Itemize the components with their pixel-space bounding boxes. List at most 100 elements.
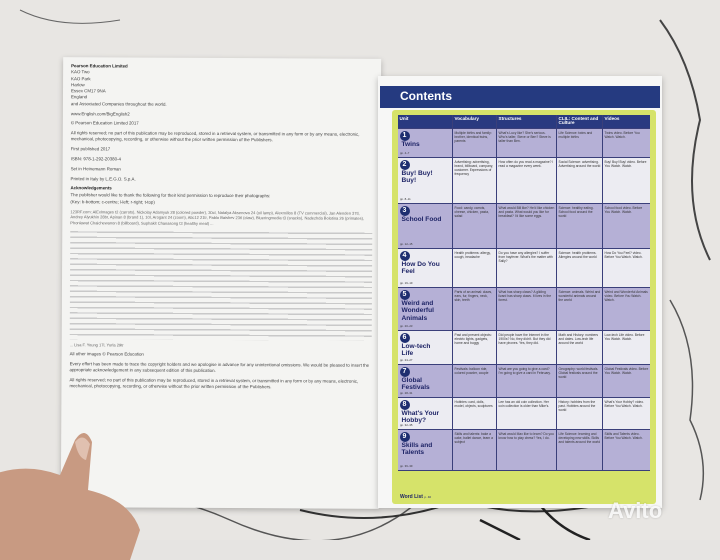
- videos-cell: Buy! Buy! Buy! video. Before You Watch. …: [604, 159, 647, 168]
- videos-cell: Low-tech Life video. Before You Watch. W…: [604, 332, 645, 341]
- structures-cell: What's Lucy like? She's serious. Who's t…: [497, 129, 557, 157]
- vocabulary-cell: Health problems: allergy, cough, headach…: [453, 249, 497, 287]
- word-list-label: Word List: [400, 494, 423, 500]
- photo-credits-end: ... Lisa F. Young 17l, Yurla 29tr: [69, 342, 124, 348]
- unit-row: 7Global Festivals pp. 28–31 Festivals: b…: [398, 365, 650, 398]
- column-header: Unit: [398, 115, 453, 128]
- unit-row: 4How Do You Feel pp. 16–19 Health proble…: [398, 249, 650, 288]
- videos-cell: School food video. Before You Watch. Wat…: [604, 205, 643, 214]
- videos-cell: How Do You Feel? video. Before You Watch…: [604, 250, 643, 259]
- clil-cell: Science: animals. Weird and wonderful an…: [557, 288, 603, 330]
- unit-number: 1: [399, 130, 410, 141]
- structures-cell: What would Bill like? He'd like chicken …: [497, 204, 557, 248]
- unit-name: What's Your Hobby?: [401, 409, 440, 425]
- vocabulary-cell: Multiple births and family: brother, ide…: [453, 129, 497, 157]
- set-in: Set in Heinemann Roman: [70, 166, 121, 172]
- unit-name: Buy! Buy! Buy!: [401, 169, 433, 185]
- unit-cell[interactable]: 4How Do You Feel pp. 16–19: [398, 249, 453, 287]
- unit-name: How Do You Feel: [401, 260, 440, 276]
- address-line: KAO Two: [71, 69, 90, 75]
- address-line: KAO Park: [71, 75, 91, 81]
- copyright: © Pearson Education Limited 2017: [70, 120, 139, 126]
- unit-cell[interactable]: 2Buy! Buy! Buy! pp. 8–11: [398, 158, 453, 203]
- structures-cell: What are you going to give a card? I'm g…: [497, 365, 557, 397]
- vocabulary-cell: Past and present objects: electric light…: [453, 331, 497, 364]
- unit-name: Weird and Wonderful Animals: [401, 299, 434, 322]
- videos-cell: Skills and Talents video. Before You Wat…: [604, 431, 643, 440]
- first-published: First published 2017: [70, 146, 111, 152]
- unit-pages: pp. 28–31: [400, 390, 413, 395]
- photo-credits: 123RF.com: AlExImages t2 (carrots), Nick…: [70, 209, 365, 226]
- unit-number: 6: [399, 332, 410, 343]
- column-header: Structures: [497, 115, 557, 128]
- table-header: Unit Vocabulary Structures CLIL: Content…: [398, 115, 650, 129]
- contents-header: Contents: [380, 86, 660, 108]
- unit-cell[interactable]: 5Weird and Wonderful Animals pp. 20–23: [398, 288, 453, 330]
- unit-cell[interactable]: 9Skills and Talents pp. 36–39: [398, 430, 453, 470]
- right-page-contents: Contents Unit Vocabulary Structures CLIL…: [378, 76, 662, 508]
- isbn: ISBN: 978-1-292-20380-4: [70, 156, 121, 162]
- clil-cell: Social Science: advertising. Advertising…: [557, 158, 603, 203]
- videos-cell: Global Festivals video. Before You Watch…: [604, 366, 649, 375]
- clil-cell: History: hobbies from the past. Hobbies …: [557, 398, 603, 429]
- column-header: CLIL: Content and Culture: [557, 115, 603, 128]
- unit-pages: pp. 12–15: [400, 241, 413, 246]
- unit-name: Skills and Talents: [401, 441, 433, 457]
- unit-pages: pp. 8–11: [400, 196, 411, 201]
- structures-cell: What would Max like to learn? Do you kno…: [497, 430, 557, 470]
- avito-watermark: Avito: [608, 498, 663, 523]
- vocabulary-cell: Skills and talents: bake a cake, ballet …: [453, 430, 497, 470]
- unit-name: School Food: [401, 215, 442, 223]
- unit-pages: pp. 24–27: [400, 357, 413, 362]
- vocabulary-cell: Parts of an animal: claws, ears, fur, fi…: [453, 288, 497, 330]
- videos-cell: Weird and Wonderful Animals video. Befor…: [604, 289, 648, 302]
- address-line: Essex CM17 9NA: [70, 88, 106, 94]
- unit-pages: pp. 16–19: [400, 280, 413, 285]
- clil-cell: Math and History: numbers and dates. Low…: [557, 331, 603, 364]
- unit-name: Global Festivals: [401, 376, 430, 392]
- unit-name: Low-tech Life: [401, 342, 431, 358]
- unit-row: 9Skills and Talents pp. 36–39 Skills and…: [398, 430, 650, 471]
- word-list-link[interactable]: Word List p. 40: [400, 494, 431, 500]
- unit-cell[interactable]: 1Twins pp. 4–7: [398, 129, 453, 157]
- publisher-name: Pearson Education Limited: [71, 63, 128, 69]
- every-effort-notice: Every effort has been made to trace the …: [69, 360, 370, 374]
- unit-cell[interactable]: 6Low-tech Life pp. 24–27: [398, 331, 453, 364]
- clil-cell: Life Science: learning and developing ne…: [557, 430, 603, 470]
- clil-cell: Science: health problems. Allergies arou…: [557, 249, 603, 287]
- unit-row: 1Twins pp. 4–7 Multiple births and famil…: [398, 129, 650, 158]
- unit-number: 4: [399, 250, 410, 261]
- unit-cell[interactable]: 7Global Festivals pp. 28–31: [398, 365, 453, 397]
- clil-cell: Geography: world festivals. Global festi…: [557, 365, 603, 397]
- structures-cell: How often do you read a magazine? I read…: [497, 158, 557, 203]
- videos-cell: Twins video. Before You Watch. Watch.: [604, 130, 640, 139]
- vocabulary-cell: Advertising: advertising, brand, billboa…: [453, 158, 497, 203]
- word-list-pages: p. 40: [424, 495, 432, 499]
- vocabulary-cell: Festivals: balloon ride, colored powder,…: [453, 365, 497, 397]
- hand: [0, 433, 140, 560]
- address-line: Harlow: [71, 82, 85, 88]
- rights-notice: All rights reserved; no part of this pub…: [70, 130, 360, 143]
- structures-cell: What has sharp claws? A gliding lizard h…: [497, 288, 557, 330]
- unit-cell[interactable]: 3School Food pp. 12–15: [398, 204, 453, 248]
- unit-row: 3School Food pp. 12–15 Food: candy, carr…: [398, 204, 650, 249]
- address-line: and Associated Companies throughout the …: [70, 100, 167, 107]
- rights-notice-repeat: All rights reserved; no part of this pub…: [69, 377, 359, 390]
- acknowledgements-text: The publisher would like to thank the fo…: [70, 191, 271, 199]
- unit-number: 9: [399, 431, 410, 442]
- unit-pages: pp. 36–39: [400, 463, 413, 468]
- unit-number: 5: [399, 289, 410, 300]
- credit-key: (Key: b-bottom; c-centre; l-left; r-righ…: [70, 199, 155, 205]
- other-images: All other images © Pearson Education: [69, 351, 144, 357]
- unit-pages: pp. 20–23: [400, 323, 413, 328]
- vocabulary-cell: Food: candy, carrots, cheese, chicken, p…: [453, 204, 497, 248]
- printed-in: Printed in Italy by L.E.G.O. S.p.A.: [70, 175, 136, 182]
- address-line: England: [70, 94, 88, 100]
- unit-name: Twins: [401, 140, 420, 148]
- page-title: Contents: [400, 89, 452, 103]
- acknowledgements-title: Acknowledgements: [70, 185, 112, 191]
- contents-table: Unit Vocabulary Structures CLIL: Content…: [392, 110, 656, 504]
- structures-cell: Did people have the Internet in the 1900…: [497, 331, 557, 364]
- unit-cell[interactable]: 8What's Your Hobby? pp. 32–35: [398, 398, 453, 429]
- column-header: Videos: [604, 115, 620, 121]
